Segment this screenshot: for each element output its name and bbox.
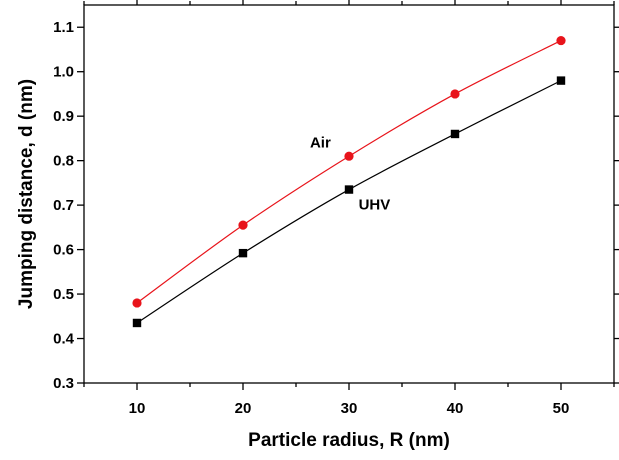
y-tick-label: 0.5 (53, 286, 74, 303)
data-point-uhv (132, 318, 142, 328)
x-axis-ticks: 10 20 30 40 50 (83, 0, 615, 417)
x-tick-label: 50 (553, 400, 570, 417)
x-axis-title: Particle radius, R (nm) (248, 430, 450, 451)
annotation-uhv: UHV (359, 197, 391, 214)
annotation-air: Air (310, 134, 331, 151)
data-point-air (450, 89, 460, 99)
y-tick-label: 0.8 (53, 153, 74, 170)
x-tick-label: 30 (341, 400, 358, 417)
y-tick-label: 0.3 (53, 375, 74, 392)
data-point-uhv (344, 185, 354, 194)
y-tick-label: 1.0 (53, 64, 74, 81)
y-tick-label: 0.4 (53, 331, 75, 348)
x-tick-label: 40 (447, 400, 464, 417)
data-point-air (238, 220, 248, 230)
data-point-uhv (238, 248, 248, 258)
series-layer (132, 35, 566, 328)
annotations: Air UHV (310, 134, 390, 213)
y-axis-ticks: 0.3 0.4 0.5 0.6 0.7 0.8 0.9 1.0 1.1 (53, 19, 619, 392)
y-tick-label: 1.1 (53, 19, 74, 36)
series-line-air (136, 40, 562, 304)
y-tick-label: 0.7 (53, 197, 74, 214)
data-point-uhv (450, 129, 460, 139)
y-axis-title: Jumping distance, d (nm) (16, 79, 37, 309)
data-point-uhv (556, 76, 566, 85)
series-line-uhv (136, 80, 562, 324)
x-tick-label: 20 (235, 400, 252, 417)
data-point-air (132, 298, 142, 308)
data-point-air (344, 151, 354, 161)
y-tick-label: 0.9 (53, 108, 74, 125)
plot-frame (83, 4, 615, 384)
data-point-air (556, 35, 566, 46)
y-tick-label: 0.6 (53, 242, 74, 259)
x-tick-label: 10 (129, 400, 146, 417)
